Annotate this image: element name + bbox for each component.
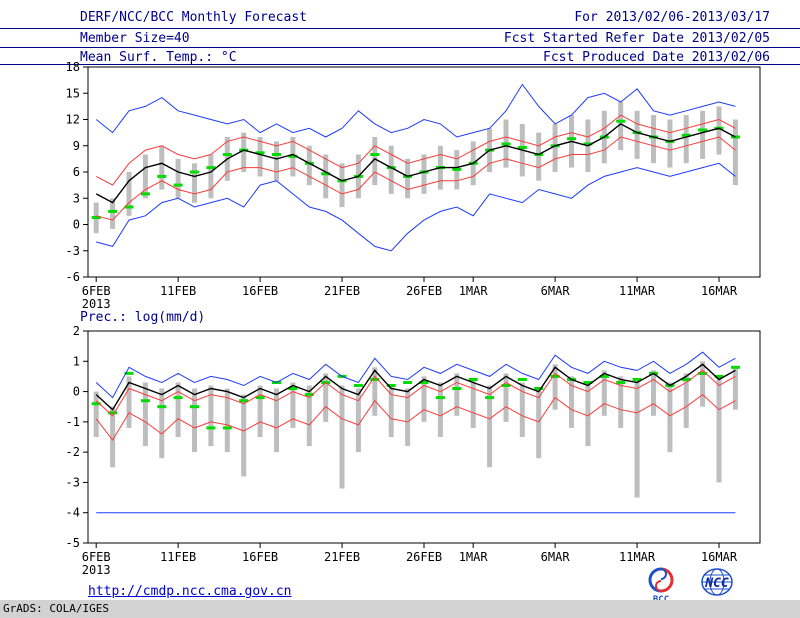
- svg-text:-4: -4: [66, 506, 80, 520]
- precip-panel-title: Prec.: log(mm/d): [80, 310, 206, 325]
- svg-text:11MAR: 11MAR: [619, 550, 656, 564]
- spread-bars: [93, 102, 738, 234]
- upper-spread-line: [95, 114, 736, 186]
- header-row-3: Mean Surf. Temp.: °C Fcst Produced Date …: [80, 50, 770, 65]
- lower-spread-line: [96, 136, 736, 221]
- spread-bars: [93, 361, 738, 498]
- svg-text:6MAR: 6MAR: [541, 550, 571, 564]
- observation-markers: [91, 365, 740, 430]
- svg-text:26FEB: 26FEB: [406, 284, 442, 298]
- svg-text:15: 15: [66, 86, 80, 100]
- svg-text:1: 1: [73, 354, 80, 368]
- fcst-produced-label: Fcst Produced Date 2013/02/06: [543, 50, 770, 65]
- svg-text:-1: -1: [66, 415, 80, 429]
- ensemble-mean-line: [95, 363, 736, 411]
- svg-text:11FEB: 11FEB: [160, 550, 196, 564]
- svg-text:6FEB: 6FEB: [82, 284, 111, 298]
- bcc-logo: BCC: [648, 567, 674, 604]
- fcst-started-label: Fcst Started Refer Date 2013/02/05: [503, 31, 770, 46]
- svg-text:-6: -6: [66, 270, 80, 284]
- plot-frame: [87, 330, 761, 544]
- svg-text:0: 0: [73, 218, 80, 232]
- header-row-2: Member Size=40 Fcst Started Refer Date 2…: [80, 31, 770, 46]
- svg-text:12: 12: [66, 113, 80, 127]
- svg-text:1MAR: 1MAR: [459, 550, 489, 564]
- svg-text:6FEB: 6FEB: [82, 550, 111, 564]
- svg-text:26FEB: 26FEB: [406, 550, 442, 564]
- svg-text:21FEB: 21FEB: [324, 550, 360, 564]
- ensemble-max-line: [95, 351, 736, 399]
- ensemble-min-line: [96, 162, 736, 252]
- svg-text:0: 0: [73, 385, 80, 399]
- svg-text:11FEB: 11FEB: [160, 284, 196, 298]
- svg-text:6: 6: [73, 165, 80, 179]
- ncc-logo: NCC: [701, 568, 733, 596]
- svg-text:6MAR: 6MAR: [541, 284, 571, 298]
- svg-text:16FEB: 16FEB: [242, 284, 278, 298]
- ensemble-max-line: [95, 83, 736, 138]
- header-divider: [0, 47, 800, 48]
- temp-panel-title: Mean Surf. Temp.: °C: [80, 50, 237, 65]
- ensemble-mean-line: [95, 123, 736, 204]
- svg-text:3: 3: [73, 191, 80, 205]
- svg-text:18: 18: [66, 60, 80, 74]
- header-row-1: DERF/NCC/BCC Monthly Forecast For 2013/0…: [80, 10, 770, 25]
- svg-text:2013: 2013: [82, 563, 111, 577]
- page-title: DERF/NCC/BCC Monthly Forecast: [80, 10, 307, 25]
- header-divider: [0, 64, 800, 65]
- member-size-label: Member Size=40: [80, 31, 190, 46]
- lower-spread-line: [95, 393, 736, 441]
- svg-text:-3: -3: [66, 475, 80, 489]
- website-link[interactable]: http://cmdp.ncc.cma.gov.cn: [88, 584, 292, 599]
- forecast-range-label: For 2013/02/06-2013/03/17: [574, 10, 770, 25]
- svg-text:2013: 2013: [82, 297, 111, 311]
- header-divider: [0, 28, 800, 29]
- svg-text:21FEB: 21FEB: [324, 284, 360, 298]
- bcc-logo-label: BCC: [653, 595, 669, 604]
- svg-text:2: 2: [73, 324, 80, 338]
- svg-text:16FEB: 16FEB: [242, 550, 278, 564]
- svg-text:-3: -3: [66, 244, 80, 258]
- svg-text:16MAR: 16MAR: [701, 284, 738, 298]
- svg-text:16MAR: 16MAR: [701, 550, 738, 564]
- grads-credit: GrADS: COLA/IGES: [0, 600, 800, 618]
- ncc-logo-label: NCC: [704, 576, 729, 591]
- svg-text:9: 9: [73, 139, 80, 153]
- svg-text:-2: -2: [66, 445, 80, 459]
- upper-spread-line: [95, 369, 736, 417]
- svg-text:1MAR: 1MAR: [459, 284, 489, 298]
- svg-text:11MAR: 11MAR: [619, 284, 656, 298]
- svg-text:-5: -5: [66, 536, 80, 550]
